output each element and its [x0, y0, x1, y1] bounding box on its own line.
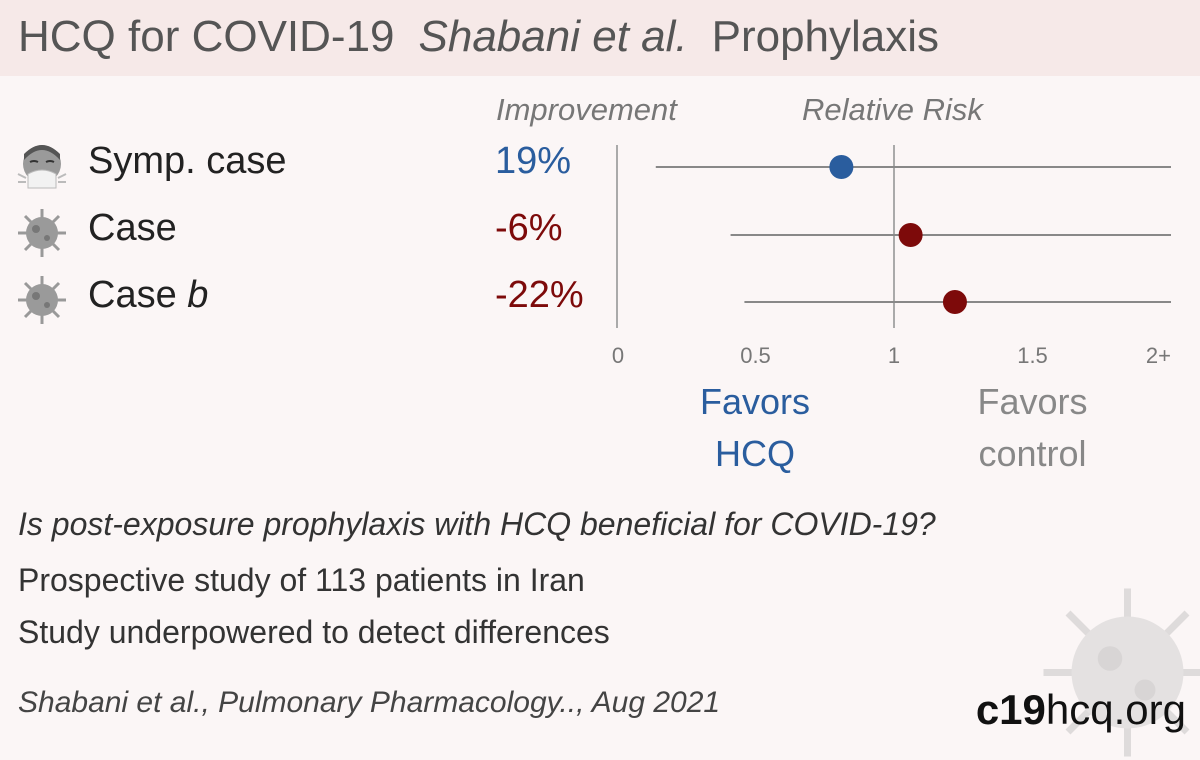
- outcome-label-text: Case: [88, 274, 188, 316]
- favors-hcq-label: Favors HCQ: [690, 376, 820, 480]
- title-topic: HCQ for COVID-19: [18, 12, 395, 61]
- outcome-label-case: Case: [88, 207, 177, 250]
- improvement-value-case-b: -22%: [495, 274, 584, 316]
- citation: Shabani et al., Pulmonary Pharmacology..…: [18, 686, 721, 719]
- outcome-label-text: Case: [88, 207, 177, 249]
- outcome-label-case-b: Case b: [88, 274, 208, 317]
- outcome-label-suffix: b: [187, 274, 209, 316]
- relative-risk-column-header: Relative Risk: [802, 92, 983, 127]
- title-bar: HCQ for COVID-19 Shabani et al. Prophylaxi…: [0, 0, 1200, 76]
- tick-label: 0.5: [740, 343, 771, 368]
- point-estimate: [942, 290, 967, 314]
- tick-label: 0: [612, 343, 624, 368]
- brand-logo[interactable]: c19hcq.org: [976, 686, 1186, 734]
- title-authors: Shabani et al.: [418, 12, 688, 61]
- improvement-column-header: Improvement: [496, 92, 677, 127]
- improvement-value-case: -6%: [495, 207, 563, 249]
- point-estimate: [829, 155, 854, 179]
- brand-bold: c19: [975, 686, 1046, 733]
- favors-control-text: Favors control: [977, 381, 1088, 474]
- favors-control-label: Favors control: [960, 376, 1105, 480]
- study-question: Is post-exposure prophylaxis with HCQ be…: [18, 506, 936, 542]
- outcome-label-symp-case: Symp. case: [88, 140, 287, 183]
- tick-label: 2+: [1146, 343, 1171, 368]
- tick-label: 1.5: [1017, 343, 1048, 368]
- virus-icon: [18, 209, 66, 257]
- outcome-label-text: Symp. case: [88, 140, 287, 182]
- brand-rest: hcq.org: [1045, 686, 1186, 733]
- title-type: Prophylaxis: [711, 12, 940, 61]
- study-design: Prospective study of 113 patients in Ira…: [18, 562, 585, 598]
- virus-watermark-icon: [1043, 588, 1200, 757]
- favors-hcq-text: Favors HCQ: [699, 381, 811, 474]
- page-title: HCQ for COVID-19 Shabani et al. Prophylaxi…: [18, 12, 939, 62]
- point-estimate: [898, 223, 923, 247]
- sneezing-face-icon: [17, 145, 67, 189]
- virus-icon: [18, 276, 66, 324]
- tick-label: 1: [888, 343, 900, 368]
- improvement-value-symp-case: 19%: [495, 140, 572, 182]
- study-note: Study underpowered to detect differences: [18, 614, 610, 650]
